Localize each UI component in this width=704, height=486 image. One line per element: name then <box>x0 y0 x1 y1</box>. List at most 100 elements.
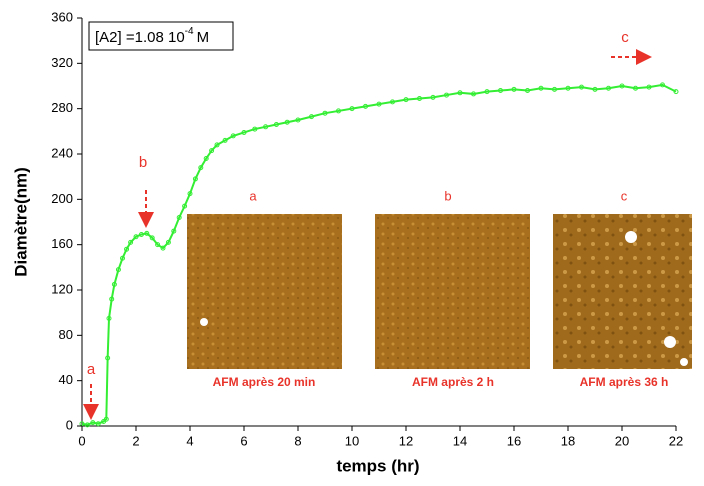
afm-particle <box>200 318 208 326</box>
data-point <box>430 94 436 100</box>
data-point <box>273 122 279 128</box>
data-point <box>511 86 517 92</box>
y-tick-label: 40 <box>59 372 73 387</box>
x-tick-label: 6 <box>240 433 247 448</box>
data-point <box>295 117 301 123</box>
data-point <box>120 255 125 261</box>
data-point <box>155 242 161 248</box>
data-point <box>322 110 328 116</box>
data-point <box>252 126 258 132</box>
concentration-exponent: -4 <box>185 26 194 37</box>
data-point <box>165 239 171 245</box>
data-point <box>457 90 463 96</box>
x-tick-label: 10 <box>345 433 359 448</box>
y-tick-label: 320 <box>51 55 73 70</box>
data-point <box>552 86 557 92</box>
data-point <box>363 103 368 109</box>
data-point <box>149 235 155 241</box>
data-point <box>111 281 117 287</box>
data-point <box>133 234 139 240</box>
afm-image <box>187 214 342 369</box>
data-point <box>187 191 193 197</box>
inset-label: c <box>621 188 628 203</box>
data-point <box>606 85 611 91</box>
data-point <box>124 246 130 252</box>
inset-caption: AFM après 20 min <box>213 375 316 389</box>
concentration: [A2] =1.08 10-4 M <box>95 26 209 46</box>
x-tick-label: 4 <box>186 433 193 448</box>
data-point <box>646 84 652 90</box>
data-point <box>390 99 395 105</box>
y-tick-label: 80 <box>59 327 73 342</box>
data-point <box>138 231 144 237</box>
data-point <box>230 133 236 139</box>
data-point <box>444 92 449 98</box>
marker-label: c <box>621 29 629 46</box>
y-tick-label: 360 <box>51 9 73 24</box>
y-tick-label: 200 <box>51 191 73 206</box>
y-tick-label: 240 <box>51 145 73 160</box>
x-axis-label: temps (hr) <box>336 456 419 475</box>
data-point <box>471 91 476 97</box>
y-tick-label: 0 <box>66 417 73 432</box>
data-point <box>263 124 269 130</box>
afm-particle <box>625 231 637 243</box>
data-point <box>95 421 101 427</box>
inset-caption: AFM après 36 h <box>580 375 669 389</box>
data-point <box>309 114 314 120</box>
data-point <box>525 88 530 94</box>
data-point <box>84 422 90 428</box>
x-tick-label: 2 <box>132 433 139 448</box>
data-point <box>660 82 665 88</box>
x-tick-label: 12 <box>399 433 413 448</box>
data-point <box>538 85 544 91</box>
afm-image <box>375 214 530 369</box>
data-point <box>198 165 204 171</box>
data-point <box>349 106 355 112</box>
data-point <box>579 84 584 90</box>
x-tick-label: 0 <box>78 433 85 448</box>
inset-caption: AFM après 2 h <box>412 375 494 389</box>
concentration-text: [A2] =1.08 10 <box>95 29 185 46</box>
marker-label: a <box>87 361 96 378</box>
data-point <box>417 95 422 101</box>
data-point <box>109 296 115 302</box>
data-point <box>336 108 341 114</box>
data-point <box>182 203 188 209</box>
data-point <box>592 86 598 92</box>
afm-particle <box>680 358 688 366</box>
data-point <box>633 85 638 91</box>
concentration-unit: M <box>197 29 210 46</box>
y-tick-label: 160 <box>51 236 73 251</box>
data-point <box>144 230 150 236</box>
data-point <box>105 355 111 361</box>
data-point <box>565 85 571 91</box>
data-point <box>214 142 220 148</box>
data-point <box>403 97 409 103</box>
data-point <box>103 416 109 422</box>
legend-box <box>88 21 234 51</box>
data-point <box>484 89 490 95</box>
data-point <box>115 267 121 273</box>
data-point <box>160 245 166 251</box>
data-point <box>128 239 134 245</box>
data-point <box>176 214 182 220</box>
x-tick-label: 16 <box>507 433 521 448</box>
x-tick-label: 22 <box>669 433 683 448</box>
y-axis-label: Diamètre(nm) <box>11 167 30 277</box>
marker-label: b <box>139 154 147 171</box>
data-point <box>673 89 679 95</box>
inset-label: b <box>444 188 451 203</box>
insets <box>187 214 692 369</box>
data-point <box>171 228 177 234</box>
x-tick-label: 14 <box>453 433 467 448</box>
afm-particle <box>664 336 676 348</box>
y-tick-label: 280 <box>51 100 73 115</box>
inset-label: a <box>249 188 257 203</box>
x-tick-label: 18 <box>561 433 575 448</box>
data-point <box>284 119 290 125</box>
data-point <box>222 137 228 143</box>
data-point <box>498 88 503 94</box>
data-point <box>106 315 112 321</box>
